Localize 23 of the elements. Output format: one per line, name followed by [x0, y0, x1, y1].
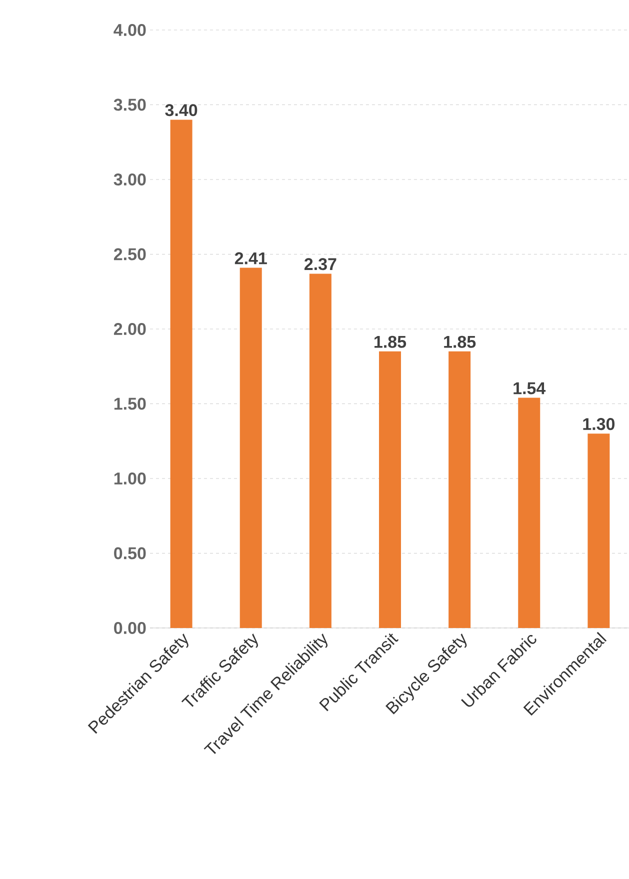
data-label: 1.85: [374, 336, 406, 348]
y-tick-label: 4.00: [114, 24, 146, 36]
bar: [448, 351, 471, 628]
bar: [240, 268, 262, 628]
y-tick-label: 0.50: [114, 547, 146, 560]
y-tick-label: 1.00: [114, 472, 146, 485]
y-tick-label: 3.50: [114, 98, 146, 111]
bar: [518, 398, 540, 628]
y-tick-label: 2.50: [114, 248, 146, 260]
bar: [309, 274, 332, 628]
y-tick-label: 2.00: [114, 322, 146, 336]
bar: [378, 351, 401, 628]
data-label: 1.30: [583, 418, 615, 430]
data-label: 3.40: [165, 104, 198, 116]
data-label: 1.54: [514, 382, 546, 394]
data-label: 2.37: [304, 258, 336, 270]
bar: [588, 434, 610, 628]
data-label: 1.85: [444, 336, 476, 348]
data-label: 2.41: [234, 252, 267, 264]
y-tick-label: 1.50: [114, 398, 146, 410]
y-tick-label: 0.00: [114, 622, 146, 634]
bar: [170, 120, 192, 628]
y-tick-label: 3.00: [114, 173, 146, 186]
